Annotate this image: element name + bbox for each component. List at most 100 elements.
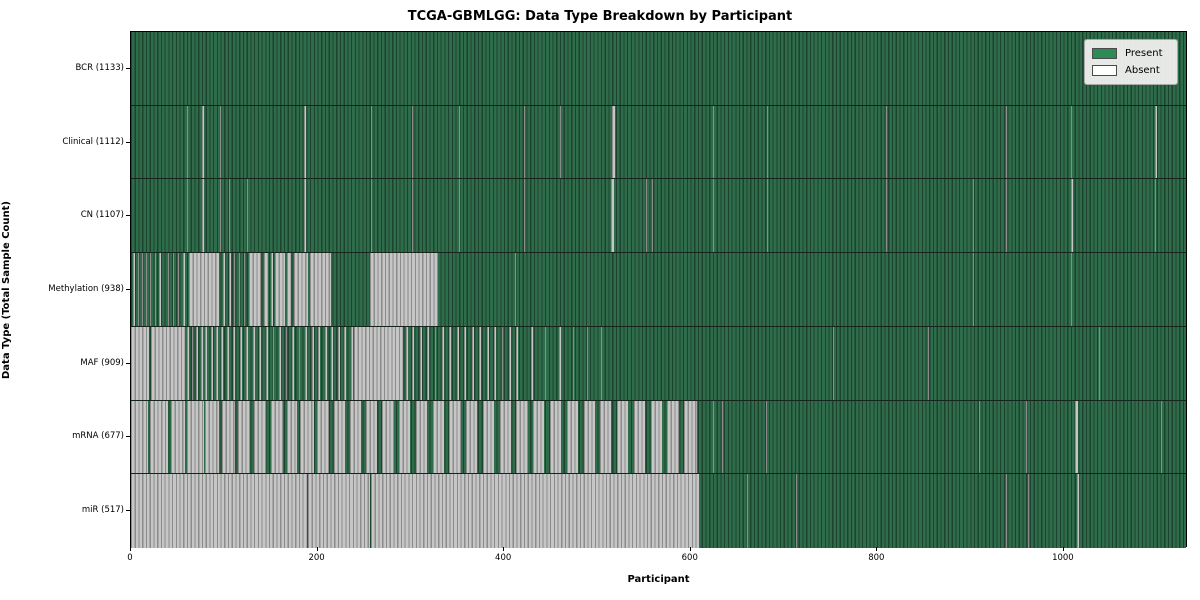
absent-segment	[186, 105, 188, 179]
absent-segment	[684, 400, 698, 474]
absent-segment	[600, 400, 612, 474]
absent-segment	[132, 253, 135, 326]
absent-segment	[419, 326, 422, 400]
absent-segment	[226, 326, 229, 400]
absent-segment	[131, 400, 148, 474]
absent-segment	[464, 326, 467, 400]
absent-segment	[275, 253, 285, 326]
absent-segment	[573, 326, 575, 400]
present-swatch	[1092, 48, 1117, 59]
absent-segment	[252, 326, 255, 400]
absent-segment	[449, 326, 452, 400]
absent-segment	[186, 400, 204, 474]
absent-segment	[279, 326, 281, 400]
plot-area	[130, 31, 1187, 548]
absent-segment	[264, 253, 268, 326]
absent-segment	[533, 400, 545, 474]
absent-segment	[349, 400, 361, 474]
absent-segment	[164, 253, 166, 326]
absent-swatch	[1092, 65, 1117, 76]
ytick-label-mRNA: mRNA (677)	[72, 431, 124, 442]
absent-segment	[466, 400, 478, 474]
absent-segment	[482, 400, 495, 474]
absent-segment	[747, 474, 749, 548]
row-mRNA	[131, 400, 1186, 475]
absent-segment	[667, 400, 679, 474]
absent-segment	[246, 326, 249, 400]
ytick-mark	[126, 141, 130, 143]
absent-segment	[471, 326, 474, 400]
absent-segment	[610, 179, 615, 253]
absent-segment	[494, 326, 496, 400]
chart-title: TCGA-GBMLGG: Data Type Breakdown by Part…	[407, 9, 793, 24]
absent-segment	[550, 400, 562, 474]
absent-segment	[309, 253, 332, 326]
absent-segment	[201, 105, 204, 179]
absent-segment	[186, 326, 189, 400]
ytick-label-BCR: BCR (1133)	[75, 62, 125, 73]
absent-segment	[215, 326, 218, 400]
absent-segment	[292, 326, 294, 400]
absent-segment	[1071, 253, 1073, 326]
absent-segment	[456, 326, 459, 400]
row-Methylation	[131, 253, 1186, 327]
absent-segment	[371, 179, 373, 253]
absent-segment	[158, 253, 161, 326]
absent-segment	[523, 105, 525, 179]
xtick-label-1000: 1000	[1052, 553, 1074, 563]
absent-segment	[298, 326, 301, 400]
absent-segment	[239, 253, 240, 326]
absent-segment	[151, 326, 185, 400]
absent-segment	[833, 326, 834, 400]
absent-segment	[272, 326, 275, 400]
absent-segment	[972, 253, 974, 326]
absent-segment	[516, 400, 528, 474]
absent-segment	[228, 179, 230, 253]
row-Clinical	[131, 105, 1186, 180]
absent-segment	[155, 253, 157, 326]
absent-segment	[712, 400, 714, 474]
absent-segment	[712, 179, 714, 253]
absent-segment	[287, 253, 292, 326]
absent-segment	[509, 326, 511, 400]
absent-segment	[415, 400, 428, 474]
absent-segment	[266, 326, 268, 400]
ytick-label-CN: CN (1107)	[80, 210, 124, 221]
absent-segment	[172, 253, 174, 326]
absent-segment	[222, 400, 236, 474]
absent-segment	[559, 326, 562, 400]
absent-segment	[205, 326, 208, 400]
absent-segment	[645, 179, 647, 253]
absent-segment	[652, 179, 654, 253]
absent-segment	[405, 326, 408, 400]
row-miR	[131, 474, 1186, 548]
absent-segment	[1155, 179, 1157, 253]
absent-segment	[333, 400, 346, 474]
absent-segment	[545, 326, 547, 400]
absent-segment	[238, 400, 251, 474]
absent-segment	[432, 400, 444, 474]
absent-segment	[766, 179, 768, 253]
absent-segment	[223, 253, 226, 326]
absent-segment	[370, 253, 439, 326]
absent-segment	[458, 179, 460, 253]
absent-segment	[516, 326, 519, 400]
legend-label-present: Present	[1125, 48, 1163, 59]
absent-segment	[1075, 400, 1078, 474]
absent-segment	[399, 400, 411, 474]
absent-segment	[200, 326, 203, 400]
absent-segment	[191, 326, 194, 400]
ytick-mark	[126, 510, 130, 512]
absent-segment	[1071, 179, 1074, 253]
absent-segment	[499, 400, 511, 474]
absent-segment	[137, 253, 140, 326]
absent-segment	[318, 326, 321, 400]
absent-segment	[434, 326, 437, 400]
absent-segment	[253, 400, 266, 474]
absent-segment	[211, 326, 213, 400]
absent-segment	[304, 105, 307, 179]
absent-segment	[371, 105, 373, 179]
absent-segment	[183, 253, 185, 326]
xtick-label-600: 600	[681, 553, 698, 563]
xtick-mark	[689, 547, 691, 551]
